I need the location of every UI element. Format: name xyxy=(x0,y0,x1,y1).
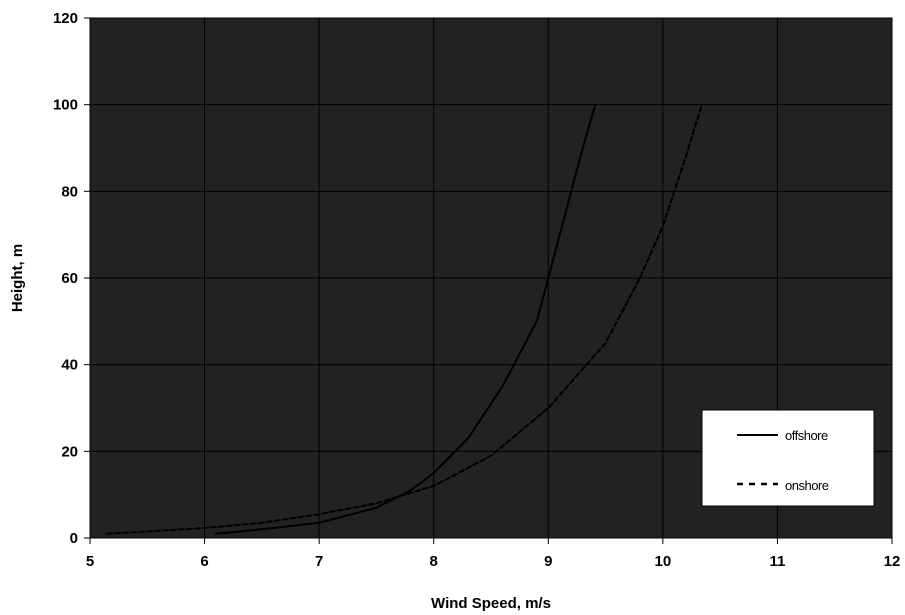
y-tick-label: 60 xyxy=(61,270,78,287)
y-tick-label: 0 xyxy=(70,530,78,547)
legend-box xyxy=(701,409,875,507)
y-tick-label: 20 xyxy=(61,443,78,460)
x-tick-label: 7 xyxy=(315,553,323,570)
y-axis-ticks: 0 20 40 60 80 100 120 xyxy=(53,10,90,547)
y-tick-label: 40 xyxy=(61,357,78,374)
series-line-onshore xyxy=(106,103,703,535)
legend: offshore onshore xyxy=(701,409,875,507)
y-axis-title: Height, m xyxy=(9,244,26,312)
x-axis-title: Wind Speed, m/s xyxy=(431,595,551,612)
x-tick-label: 12 xyxy=(884,553,901,570)
series-line-offshore xyxy=(215,103,597,535)
y-tick-label: 80 xyxy=(61,183,78,200)
x-tick-label: 5 xyxy=(86,553,94,570)
x-tick-label: 9 xyxy=(544,553,552,570)
x-tick-label: 11 xyxy=(769,553,785,570)
gridlines xyxy=(90,18,892,538)
series-layer xyxy=(106,103,703,535)
y-tick-label: 100 xyxy=(53,97,78,114)
y-tick-label: 120 xyxy=(53,10,78,27)
x-axis-ticks: 5 6 7 8 9 10 11 12 xyxy=(86,538,901,570)
x-tick-label: 10 xyxy=(655,553,672,570)
x-tick-label: 6 xyxy=(200,553,208,570)
legend-label-onshore: onshore xyxy=(785,478,829,493)
legend-label-offshore: offshore xyxy=(785,428,828,443)
x-tick-label: 8 xyxy=(430,553,438,570)
